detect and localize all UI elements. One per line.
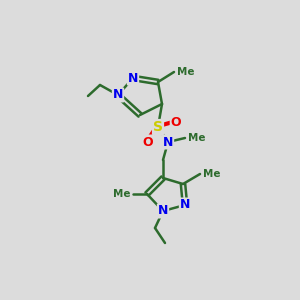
- Text: N: N: [163, 136, 173, 148]
- Text: Me: Me: [203, 169, 220, 179]
- Text: N: N: [158, 205, 168, 218]
- Text: N: N: [128, 71, 138, 85]
- Text: O: O: [143, 136, 153, 148]
- Text: O: O: [171, 116, 181, 128]
- Text: S: S: [153, 120, 163, 134]
- Text: N: N: [180, 199, 190, 212]
- Text: Me: Me: [188, 133, 206, 143]
- Text: Me: Me: [177, 67, 194, 77]
- Text: Me: Me: [112, 189, 130, 199]
- Text: N: N: [113, 88, 123, 101]
